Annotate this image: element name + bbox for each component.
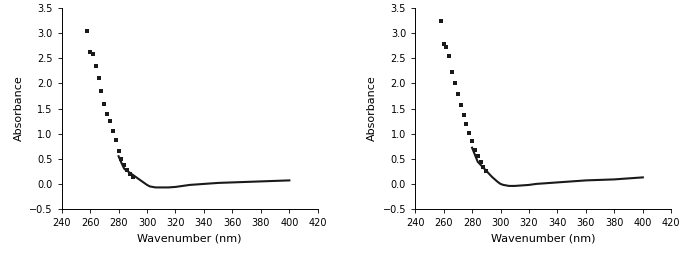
Y-axis label: Absorbance: Absorbance [367,76,377,142]
Y-axis label: Absorbance: Absorbance [14,76,23,142]
X-axis label: Wavenumber (nm): Wavenumber (nm) [138,234,242,244]
X-axis label: Wavenumber (nm): Wavenumber (nm) [491,234,595,244]
